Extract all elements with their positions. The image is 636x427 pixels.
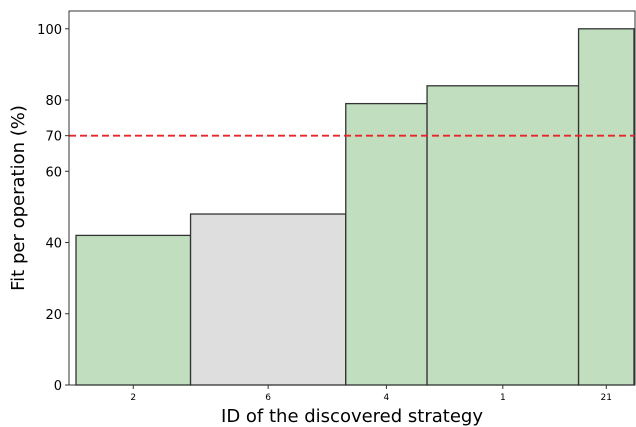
y-axis-label: Fit per operation (%)	[8, 105, 29, 291]
bars-group	[75, 28, 635, 386]
bar-1	[426, 85, 580, 386]
y-tick-label-0: 0	[54, 379, 62, 394]
y-tick-label-70: 70	[45, 130, 62, 145]
x-tick-label-2: 2	[130, 393, 136, 403]
x-tick-label-4: 4	[384, 393, 390, 403]
bar-6	[189, 213, 347, 386]
plot-frame	[68, 10, 636, 386]
bar-4	[345, 102, 428, 386]
y-tick-label-100: 100	[37, 23, 62, 38]
y-tick-label-20: 20	[45, 308, 62, 323]
bar-2	[75, 234, 192, 386]
x-axis-label: ID of the discovered strategy	[221, 406, 483, 427]
x-tick-label-21: 21	[601, 393, 612, 403]
y-tick-label-80: 80	[45, 94, 62, 109]
y-tick-label-60: 60	[45, 165, 62, 180]
x-tick-label-6: 6	[265, 393, 271, 403]
bar-21	[577, 28, 635, 386]
x-axis: 2 6 4 1 21	[130, 385, 612, 403]
y-axis: 0 20 40 60 70 80 100	[37, 23, 69, 394]
y-tick-label-40: 40	[45, 237, 62, 252]
x-tick-label-1: 1	[500, 393, 506, 403]
